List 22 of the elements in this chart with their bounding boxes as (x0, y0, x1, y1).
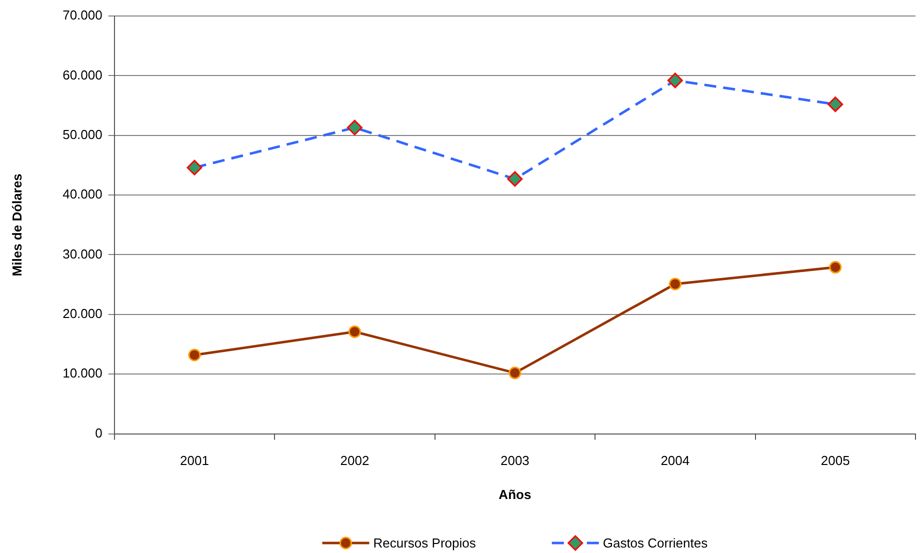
legend-label: Gastos Corrientes (602, 536, 708, 551)
y-tick-label: 30.000 (62, 246, 102, 262)
y-tick-label: 50.000 (62, 126, 102, 142)
point (668, 278, 682, 290)
y-tick-label: 10.000 (62, 366, 102, 381)
x-tick-label: 2002 (340, 453, 370, 468)
y-tick-label: 20.000 (62, 306, 102, 322)
legend-label: Recursos Propios (373, 536, 476, 551)
x-axis-title: Años (498, 486, 532, 502)
point (829, 261, 842, 274)
point (348, 325, 361, 338)
point (508, 366, 522, 380)
x-tick-label: 2005 (820, 453, 850, 468)
point (188, 348, 201, 362)
x-tick-label: 2001 (180, 453, 209, 468)
y-tick-label: 40.000 (62, 186, 102, 202)
y-axis-title: Miles de Dólares (9, 174, 24, 276)
x-tick-label: 2003 (500, 453, 530, 468)
y-tick-label: 70.000 (62, 8, 102, 23)
y-tick-label: 60.000 (62, 67, 102, 82)
y-tick-label: 0 (95, 425, 102, 440)
x-tick-label: 2004 (660, 453, 690, 468)
